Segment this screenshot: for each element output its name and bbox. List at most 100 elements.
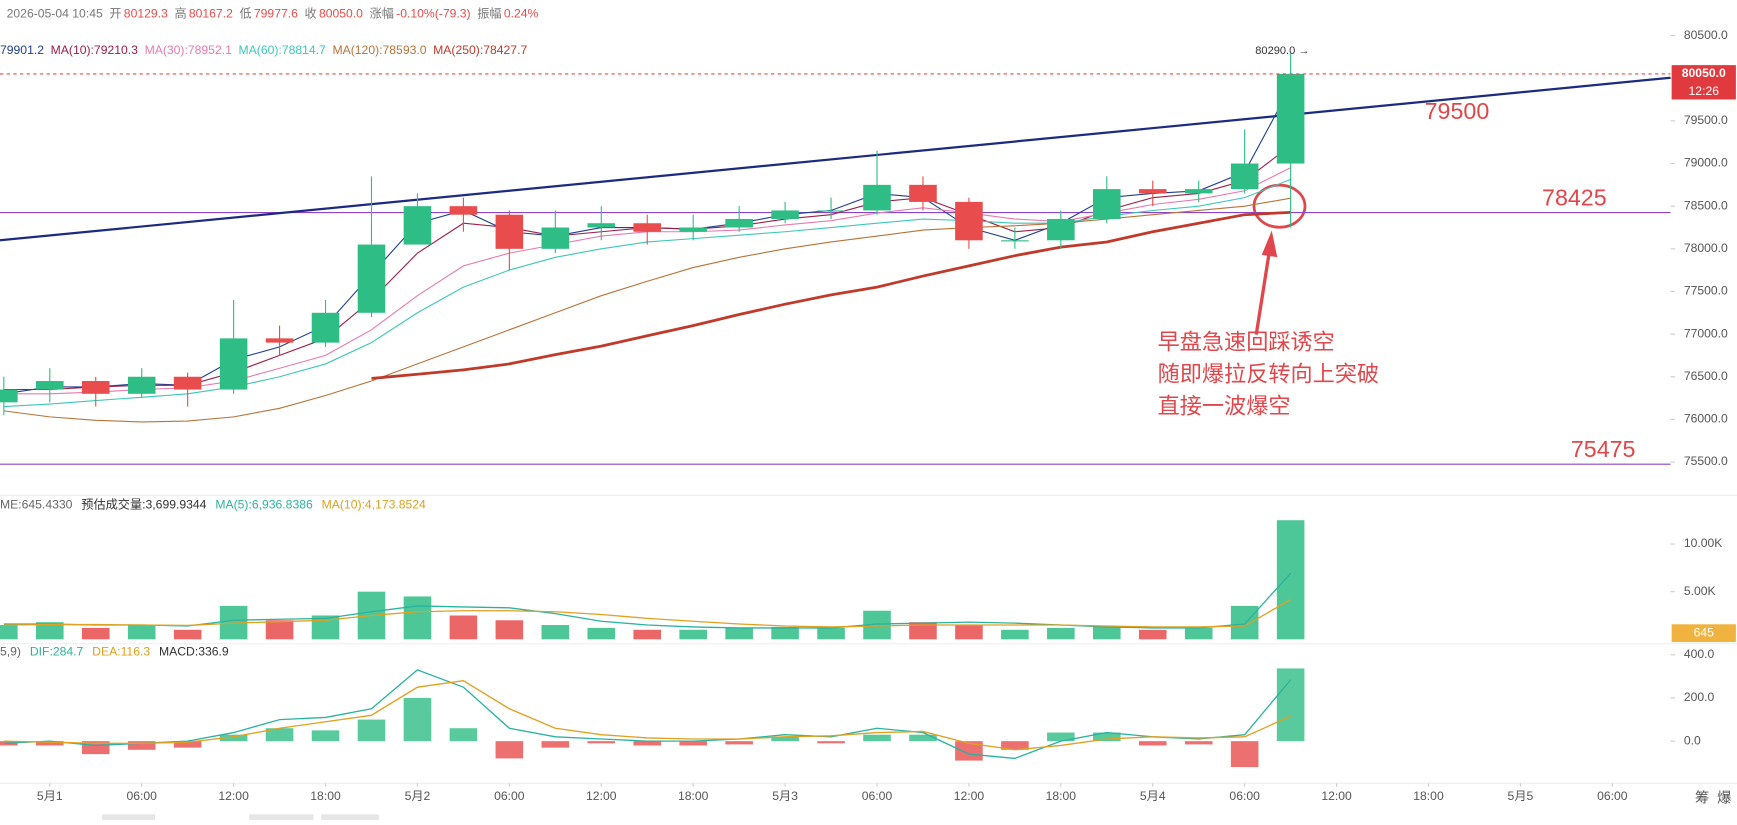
trendline-label: 79500 (1425, 98, 1490, 124)
y-tick-label: 77500.0 (1684, 284, 1728, 298)
trendline (0, 76, 1671, 242)
candle-body (909, 184, 937, 202)
x-tick-label: 06:00 (1229, 789, 1260, 803)
macd-bar (265, 728, 294, 742)
annotation-text: 随即爆拉反转向上突破 (1158, 362, 1379, 387)
candle-body (265, 338, 294, 343)
x-tick-label: 06:00 (126, 789, 157, 803)
ma-legend-entry: MA(250):78427.7 (433, 43, 527, 57)
scroll-tab[interactable] (321, 814, 379, 820)
x-tick-label: 5月1 (37, 789, 63, 803)
ma-legend-entry: MA(30):78952.1 (145, 43, 233, 57)
candle-body (725, 218, 753, 228)
y-tick-label: 400.0 (1684, 647, 1715, 661)
legend-entry: DEA:116.3 (92, 645, 150, 659)
volume-bar (679, 629, 707, 640)
candle-body (1047, 218, 1075, 241)
x-tick-label: 5月5 (1508, 789, 1534, 803)
macd-bar (357, 719, 386, 742)
info-value: 79977.6 (254, 7, 298, 21)
legend-entry: MA(10):4,173.8524 (322, 497, 426, 511)
candle-body (541, 227, 570, 249)
y-tick-label: 0.0 (1684, 733, 1701, 747)
annotation-text: 直接一波爆空 (1158, 394, 1291, 419)
candle-body (219, 338, 248, 390)
legend-entry: DIF:284.7 (30, 645, 84, 659)
candle-body (1001, 240, 1029, 242)
macd-bar (173, 741, 202, 748)
volume-bar (1047, 627, 1075, 640)
ma-legend: 79901.2 MA(10):79210.3 MA(30):78952.1 MA(60… (0, 43, 527, 57)
volume-bar (127, 625, 156, 640)
volume-tag-label: 645 (1694, 625, 1715, 639)
volume-bar (173, 629, 202, 640)
macd-bar (449, 728, 478, 742)
x-tick-label: 06:00 (1597, 789, 1628, 803)
info-value: 80167.2 (189, 7, 233, 21)
volume-bar (0, 625, 18, 640)
macd-bar (1276, 668, 1305, 742)
candle-body (311, 312, 340, 343)
legend-entry: 预估成交量:3,699.9344 (81, 496, 206, 511)
volume-bar (587, 627, 616, 640)
candle-body (173, 376, 202, 390)
macd-bar (541, 741, 570, 748)
volume-tag (1671, 624, 1736, 643)
volume-bar (541, 625, 570, 640)
volume-bar (633, 629, 662, 640)
legend-entry: 5,9) (0, 645, 21, 659)
candle-body (771, 210, 799, 219)
macd-bar (1184, 741, 1213, 745)
y-tick-label: 77000.0 (1684, 326, 1728, 340)
candle-body (1093, 189, 1121, 219)
macd-bar (725, 741, 753, 745)
x-tick-label: 5月4 (1140, 789, 1166, 803)
macd-bar (587, 741, 616, 744)
volume-ma-line (3, 598, 1292, 628)
volume-bar (1001, 629, 1029, 640)
candle-body (587, 223, 616, 228)
volume-bar (1230, 605, 1259, 640)
volume-bar (725, 627, 753, 640)
level-label: 75475 (1571, 436, 1636, 462)
scroll-tab[interactable] (249, 814, 314, 820)
x-tick-label: 06:00 (494, 789, 525, 803)
x-tick-label: 5月2 (405, 789, 431, 803)
info-label: 高 (174, 6, 186, 21)
ma-legend-entry: MA(10):79210.3 (51, 43, 139, 57)
arrow (1254, 250, 1272, 335)
legend-entry: ME:645.4330 (0, 497, 73, 511)
volume-bar (1184, 627, 1213, 640)
high-marker: 80290.0 → (1255, 45, 1309, 57)
volume-bar (403, 596, 432, 640)
legend: 5,9) DIF:284.7 DEA:116.3 MACD:336.9 (0, 645, 229, 659)
ma-legend-entry: MA(120):78593.0 (332, 43, 426, 57)
y-tick-label: 76500.0 (1684, 369, 1728, 383)
x-tick-label: 12:00 (954, 789, 985, 803)
corner-icon: 爆 (1717, 790, 1732, 807)
annotation-text: 早盘急速回踩诱空 (1158, 329, 1335, 354)
macd-bar (311, 730, 340, 742)
macd-bar (219, 734, 248, 742)
macd-bar (127, 741, 156, 750)
volume-bar (1276, 520, 1305, 640)
candle-body (679, 227, 707, 232)
level-label: 78425 (1542, 184, 1607, 210)
candle-body (449, 206, 478, 215)
macd-line (3, 669, 1292, 760)
volume-bar (81, 627, 110, 640)
candle-body (403, 206, 432, 245)
volume-bar (817, 627, 845, 640)
candle-body (0, 389, 18, 403)
y-tick-label: 78500.0 (1684, 198, 1728, 212)
info-value: 0.24% (504, 7, 539, 21)
legend-entry: MA(5):6,936.8386 (215, 497, 313, 511)
info-time: 2026-05-04 10:45 (7, 7, 103, 21)
x-tick-label: 12:00 (218, 789, 249, 803)
scroll-tab[interactable] (101, 814, 156, 820)
ma-legend-entry: MA(60):78814.7 (239, 43, 327, 57)
macd-bar (909, 734, 937, 742)
candle-body (1276, 73, 1305, 164)
